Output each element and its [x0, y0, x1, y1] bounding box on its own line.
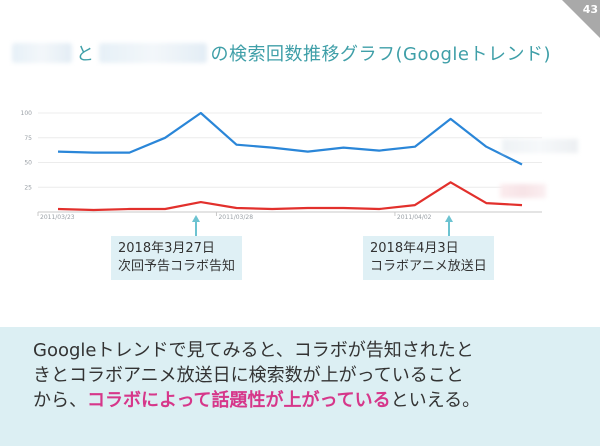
blurred-keyword-2: [98, 43, 207, 63]
summary-line-3-pre: から、: [33, 390, 87, 411]
summary-line-2: きとコラボアニメ放送日に検索数が上がっていること: [33, 365, 464, 386]
summary-box: [0, 327, 600, 446]
title-suffix: の検索回数推移グラフ(Googleトレンド): [210, 44, 552, 65]
slide-title: と の検索回数推移グラフ(Googleトレンド): [12, 40, 551, 66]
callout-arrow-head-1: [192, 215, 200, 222]
summary-line-3-post: といえる。: [390, 390, 481, 411]
summary-line-1: Googleトレンドで見てみると、コラボが告知されたと: [33, 340, 474, 361]
blurred-legend-1: [502, 139, 578, 153]
callout-arrow-head-2: [445, 215, 453, 222]
x-tick-label: 2011/04/02: [397, 214, 432, 221]
trend-chart: 25 50 75 100 2011/03/23 2011/03/28 2011/04/02: [21, 110, 542, 236]
x-tick-label: 2011/03/28: [218, 214, 253, 221]
callout-broadcast: 2018年4月3日 コラボアニメ放送日: [363, 236, 494, 280]
y-tick-label: 100: [21, 110, 33, 117]
x-tick-label: 2011/03/23: [40, 214, 75, 221]
title-connector: と: [76, 44, 95, 65]
y-tick-label: 25: [24, 184, 32, 191]
summary-line-3: から、コラボによって話題性が上がっているといえる。: [33, 388, 480, 413]
summary-text: Googleトレンドで見てみると、コラボが告知されたと きとコラボアニメ放送日に…: [33, 338, 480, 413]
page-number-corner: [562, 0, 600, 38]
y-tick-label: 50: [24, 160, 32, 167]
series-line-1: [57, 111, 523, 166]
callout-announcement-date: 2018年3月27日: [118, 241, 215, 256]
page-number: 43: [582, 3, 598, 16]
callout-broadcast-date: 2018年4月3日: [370, 241, 459, 256]
series-line-2: [57, 181, 523, 212]
callout-announcement-text: 次回予告コラボ告知: [118, 259, 236, 274]
callout-broadcast-text: コラボアニメ放送日: [370, 259, 487, 274]
blurred-keyword-1: [12, 43, 72, 63]
callout-announcement: 2018年3月27日 次回予告コラボ告知: [111, 236, 243, 280]
blurred-legend-2: [500, 184, 546, 198]
y-tick-label: 75: [24, 135, 32, 142]
summary-highlight: コラボによって話題性が上がっている: [87, 390, 391, 411]
